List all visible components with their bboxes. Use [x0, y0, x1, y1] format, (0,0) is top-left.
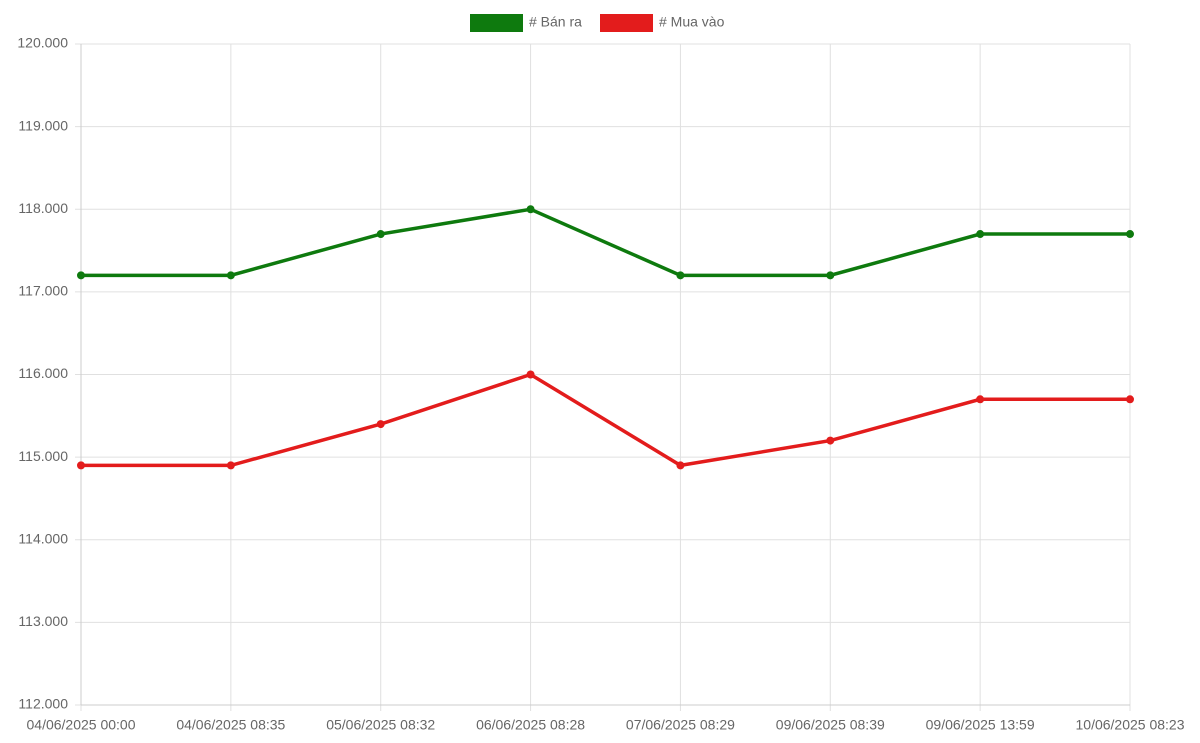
point: [526, 205, 535, 214]
x-tick-label: 05/06/2025 08:32: [326, 717, 435, 733]
y-tick-label: 119.000: [18, 117, 68, 133]
y-tick-label: 117.000: [18, 283, 68, 299]
point: [976, 230, 985, 239]
point: [1126, 395, 1134, 404]
y-tick-label: 114.000: [18, 530, 68, 546]
series-line: [81, 372, 1130, 468]
legend-label: # Mua vào: [659, 14, 725, 30]
x-tick-label: 09/06/2025 13:59: [926, 717, 1035, 733]
x-tick-label: 09/06/2025 08:39: [776, 717, 885, 733]
point: [826, 436, 835, 445]
point: [376, 420, 385, 429]
legend-label: # Bán ra: [529, 14, 582, 30]
legend-swatch: [470, 14, 523, 32]
point: [976, 395, 985, 404]
point: [226, 271, 235, 280]
point: [676, 271, 685, 280]
x-tick-label: 04/06/2025 00:00: [27, 717, 136, 733]
point: [376, 230, 385, 239]
x-tick-label: 06/06/2025 08:28: [476, 717, 585, 733]
point: [77, 461, 85, 470]
y-tick-label: 118.000: [18, 200, 68, 216]
y-tick-label: 112.000: [18, 696, 68, 712]
point: [226, 461, 235, 470]
point: [826, 271, 835, 280]
point: [77, 271, 85, 280]
y-tick-label: 120.000: [17, 35, 68, 51]
x-tick-label: 04/06/2025 08:35: [176, 717, 285, 733]
y-tick-label: 116.000: [18, 365, 68, 381]
y-tick-label: 115.000: [18, 448, 68, 464]
point: [1126, 230, 1134, 239]
x-tick-label: 10/06/2025 08:23: [1076, 717, 1185, 733]
x-tick-label: 07/06/2025 08:29: [626, 717, 735, 733]
y-tick-label: 113.000: [18, 613, 68, 629]
series-line: [81, 207, 1130, 278]
legend-swatch: [600, 14, 653, 32]
point: [676, 461, 685, 470]
point: [526, 370, 535, 379]
